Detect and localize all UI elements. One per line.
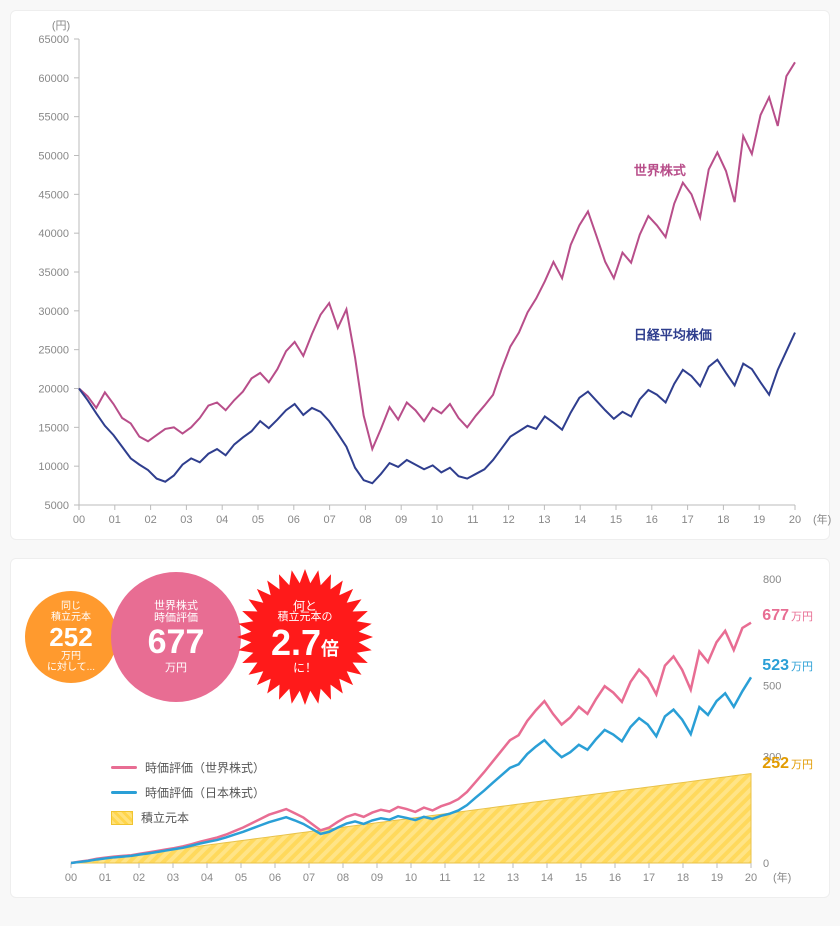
svg-text:40000: 40000 — [38, 228, 69, 240]
svg-text:11: 11 — [439, 872, 450, 884]
legend-label-principal: 積立元本 — [141, 809, 189, 826]
svg-text:19: 19 — [753, 514, 765, 526]
legend: 時価評価（世界株式） 時価評価（日本株式） 積立元本 — [111, 759, 265, 834]
legend-label-world: 時価評価（世界株式） — [145, 759, 265, 776]
end-value-japan-num: 523 — [762, 657, 789, 674]
svg-text:12: 12 — [473, 872, 485, 884]
svg-text:10000: 10000 — [38, 461, 69, 473]
svg-text:500: 500 — [763, 681, 781, 693]
svg-text:10: 10 — [405, 872, 417, 884]
badge-principal-post: に対して... — [47, 662, 95, 673]
end-value-principal: 252万円 — [762, 755, 813, 773]
svg-text:16: 16 — [609, 872, 621, 884]
svg-text:07: 07 — [303, 872, 315, 884]
svg-text:世界株式: 世界株式 — [634, 163, 686, 178]
badge-principal-pre: 同じ — [61, 601, 81, 612]
svg-text:800: 800 — [763, 574, 781, 586]
svg-text:日経平均株価: 日経平均株価 — [634, 328, 712, 343]
badges-row: 同じ 積立元本 252 万円 に対して... 世界株式 時価評価 677 万円 … — [25, 567, 375, 707]
svg-text:00: 00 — [73, 514, 85, 526]
svg-text:09: 09 — [395, 514, 407, 526]
svg-text:03: 03 — [180, 514, 192, 526]
legend-swatch-principal — [111, 811, 133, 825]
badge-red-value: 2.7 — [271, 622, 321, 663]
svg-text:20: 20 — [745, 872, 757, 884]
svg-text:18: 18 — [677, 872, 689, 884]
svg-text:30000: 30000 — [38, 306, 69, 318]
svg-text:09: 09 — [371, 872, 383, 884]
svg-text:12: 12 — [502, 514, 514, 526]
badge-principal: 同じ 積立元本 252 万円 に対して... — [25, 591, 117, 683]
svg-text:08: 08 — [359, 514, 371, 526]
end-value-japan: 523万円 — [762, 657, 813, 675]
svg-text:03: 03 — [167, 872, 179, 884]
svg-text:5000: 5000 — [45, 500, 69, 512]
svg-text:06: 06 — [269, 872, 281, 884]
svg-text:10: 10 — [431, 514, 443, 526]
svg-text:20: 20 — [789, 514, 801, 526]
end-value-world: 677万円 — [762, 607, 813, 625]
svg-text:02: 02 — [133, 872, 145, 884]
svg-text:19: 19 — [711, 872, 723, 884]
svg-text:65000: 65000 — [38, 34, 69, 46]
badge-pink-pre: 世界株式 — [154, 600, 198, 612]
legend-label-japan: 時価評価（日本株式） — [145, 784, 265, 801]
svg-text:14: 14 — [574, 514, 586, 526]
end-value-japan-unit: 万円 — [791, 661, 813, 673]
svg-text:01: 01 — [99, 872, 111, 884]
svg-text:04: 04 — [201, 872, 213, 884]
svg-text:50000: 50000 — [38, 151, 69, 163]
svg-text:45000: 45000 — [38, 189, 69, 201]
bottom-chart-panel: 同じ 積立元本 252 万円 に対して... 世界株式 時価評価 677 万円 … — [10, 558, 830, 898]
end-value-world-num: 677 — [762, 607, 789, 624]
svg-text:17: 17 — [681, 514, 693, 526]
svg-text:(円): (円) — [52, 20, 70, 32]
top-chart-svg: (円) 5000 10000 15000 20000 25000 30000 35000 400… — [11, 11, 831, 541]
svg-text:(年): (年) — [813, 512, 831, 526]
legend-item-world: 時価評価（世界株式） — [111, 759, 265, 776]
badge-red-post: に！ — [293, 662, 317, 675]
svg-text:18: 18 — [717, 514, 729, 526]
end-value-principal-num: 252 — [762, 755, 789, 772]
badge-pink-value: 677 — [148, 624, 205, 661]
legend-item-japan: 時価評価（日本株式） — [111, 784, 265, 801]
badge-multiplier: 何と 積立元本の 2.7倍 に！ — [235, 567, 375, 707]
svg-text:15: 15 — [575, 872, 587, 884]
svg-text:16: 16 — [646, 514, 658, 526]
svg-text:25000: 25000 — [38, 345, 69, 357]
svg-text:35000: 35000 — [38, 267, 69, 279]
end-value-world-unit: 万円 — [791, 611, 813, 623]
badge-world-valuation: 世界株式 時価評価 677 万円 — [111, 572, 241, 702]
svg-text:02: 02 — [144, 514, 156, 526]
svg-text:06: 06 — [288, 514, 300, 526]
top-chart-panel: (円) 5000 10000 15000 20000 25000 30000 35000 400… — [10, 10, 830, 540]
svg-text:08: 08 — [337, 872, 349, 884]
legend-item-principal: 積立元本 — [111, 809, 265, 826]
svg-text:17: 17 — [643, 872, 655, 884]
svg-text:(年): (年) — [773, 870, 791, 884]
svg-text:07: 07 — [323, 514, 335, 526]
svg-text:05: 05 — [252, 514, 264, 526]
svg-text:01: 01 — [109, 514, 121, 526]
svg-text:15: 15 — [610, 514, 622, 526]
badge-red-unit: 倍 — [321, 639, 339, 659]
legend-swatch-world — [111, 766, 137, 769]
svg-text:13: 13 — [538, 514, 550, 526]
svg-text:60000: 60000 — [38, 73, 69, 85]
badge-principal-value: 252 — [49, 623, 92, 652]
svg-text:0: 0 — [763, 858, 769, 870]
legend-swatch-japan — [111, 791, 137, 794]
end-value-principal-unit: 万円 — [791, 759, 813, 771]
svg-text:55000: 55000 — [38, 112, 69, 124]
svg-text:14: 14 — [541, 872, 553, 884]
svg-text:11: 11 — [467, 514, 478, 526]
svg-text:00: 00 — [65, 872, 77, 884]
badge-pink-unit: 万円 — [165, 662, 187, 674]
svg-text:15000: 15000 — [38, 422, 69, 434]
svg-text:04: 04 — [216, 514, 228, 526]
svg-text:20000: 20000 — [38, 384, 69, 396]
badge-principal-unit: 万円 — [61, 651, 81, 662]
svg-text:13: 13 — [507, 872, 519, 884]
svg-text:05: 05 — [235, 872, 247, 884]
